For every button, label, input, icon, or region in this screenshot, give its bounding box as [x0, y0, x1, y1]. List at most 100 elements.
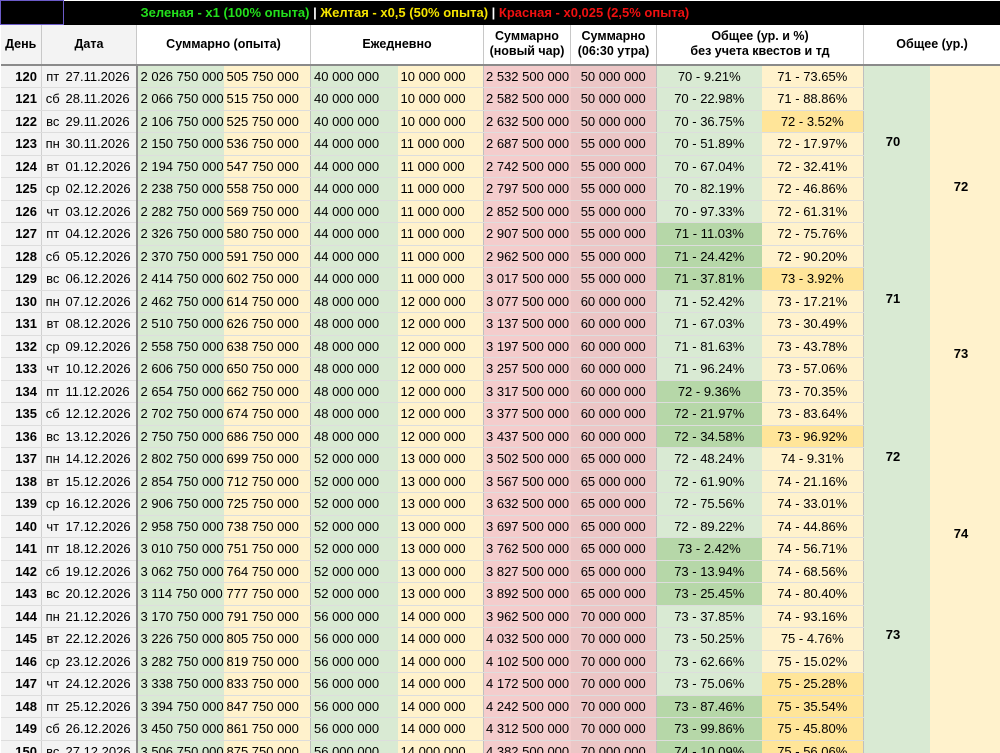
daily-green-cell[interactable]: 44 000 000 — [310, 132, 398, 156]
sum-morning-cell[interactable]: 70 000 000 — [570, 627, 657, 651]
daily-yellow-cell[interactable]: 11 000 000 — [397, 155, 484, 178]
overall-level-green-cell[interactable] — [863, 695, 930, 718]
overall-level-yellow-cell[interactable] — [929, 110, 1000, 133]
daily-yellow-cell[interactable]: 11 000 000 — [397, 200, 484, 223]
overall-level-green-cell[interactable] — [863, 515, 930, 538]
daily-yellow-cell[interactable]: 13 000 000 — [397, 582, 484, 606]
overall-pct-yellow-cell[interactable]: 74 - 56.71% — [761, 537, 864, 561]
date-cell[interactable]: 18.12.2026 — [63, 537, 138, 561]
sum-new-char-cell[interactable]: 3 137 500 000 — [483, 312, 571, 336]
daily-green-cell[interactable]: 48 000 000 — [310, 289, 398, 313]
overall-level-yellow-cell[interactable] — [929, 402, 1000, 425]
date-cell[interactable]: 07.12.2026 — [63, 289, 138, 313]
sum-morning-cell[interactable]: 70 000 000 — [570, 717, 657, 741]
daily-yellow-cell[interactable]: 14 000 000 — [397, 717, 484, 741]
weekday-cell[interactable]: ср — [41, 177, 64, 201]
sum-yellow-cell[interactable]: 712 750 000 — [223, 470, 311, 493]
sum-yellow-cell[interactable]: 558 750 000 — [223, 177, 311, 201]
sum-green-cell[interactable]: 2 370 750 000 — [136, 245, 224, 268]
day-cell[interactable]: 137 — [0, 447, 42, 471]
daily-yellow-cell[interactable]: 12 000 000 — [397, 335, 484, 358]
sum-new-char-cell[interactable]: 2 852 500 000 — [483, 200, 571, 223]
overall-level-yellow-cell[interactable] — [929, 650, 1000, 673]
date-cell[interactable]: 11.12.2026 — [63, 380, 138, 403]
overall-pct-yellow-cell[interactable]: 72 - 90.20% — [761, 245, 864, 268]
overall-level-yellow-cell[interactable] — [929, 380, 1000, 403]
date-cell[interactable]: 28.11.2026 — [63, 87, 138, 111]
daily-green-cell[interactable]: 52 000 000 — [310, 560, 398, 583]
weekday-cell[interactable]: вт — [41, 155, 64, 178]
date-cell[interactable]: 27.12.2026 — [63, 740, 138, 753]
sum-green-cell[interactable]: 2 150 750 000 — [136, 132, 224, 156]
date-cell[interactable]: 22.12.2026 — [63, 627, 138, 651]
sum-new-char-cell[interactable]: 3 437 500 000 — [483, 425, 571, 448]
overall-pct-yellow-cell[interactable]: 73 - 70.35% — [761, 380, 864, 403]
overall-pct-yellow-cell[interactable]: 74 - 44.86% — [761, 515, 864, 538]
overall-level-green-cell[interactable] — [863, 222, 930, 245]
day-cell[interactable]: 142 — [0, 560, 42, 583]
daily-green-cell[interactable]: 44 000 000 — [310, 222, 398, 246]
sum-morning-cell[interactable]: 65 000 000 — [570, 470, 657, 493]
overall-pct-yellow-cell[interactable]: 74 - 21.16% — [761, 470, 864, 493]
sum-yellow-cell[interactable]: 638 750 000 — [223, 335, 311, 358]
sum-yellow-cell[interactable]: 580 750 000 — [223, 222, 311, 246]
sum-morning-cell[interactable]: 60 000 000 — [570, 380, 657, 403]
overall-level-green-cell[interactable] — [863, 200, 930, 223]
weekday-cell[interactable]: чт — [41, 357, 64, 381]
daily-yellow-cell[interactable]: 10 000 000 — [397, 87, 484, 111]
sum-yellow-cell[interactable]: 819 750 000 — [223, 650, 311, 673]
sum-yellow-cell[interactable]: 875 750 000 — [223, 740, 311, 753]
sum-yellow-cell[interactable]: 791 750 000 — [223, 604, 311, 628]
daily-yellow-cell[interactable]: 11 000 000 — [397, 267, 484, 291]
overall-pct-yellow-cell[interactable]: 73 - 17.21% — [761, 289, 864, 313]
daily-green-cell[interactable]: 52 000 000 — [310, 492, 398, 516]
daily-yellow-cell[interactable]: 10 000 000 — [397, 110, 484, 133]
sum-yellow-cell[interactable]: 861 750 000 — [223, 717, 311, 741]
daily-green-cell[interactable]: 48 000 000 — [310, 380, 398, 403]
sum-green-cell[interactable]: 2 462 750 000 — [136, 289, 224, 313]
sum-green-cell[interactable]: 2 558 750 000 — [136, 335, 224, 358]
overall-pct-yellow-cell[interactable]: 75 - 56.06% — [761, 740, 864, 753]
sum-morning-cell[interactable]: 70 000 000 — [570, 740, 657, 753]
sum-green-cell[interactable]: 2 414 750 000 — [136, 267, 224, 291]
overall-pct-green-cell[interactable]: 70 - 67.04% — [656, 155, 762, 178]
sum-green-cell[interactable]: 2 194 750 000 — [136, 155, 224, 178]
overall-level-green-cell[interactable] — [863, 312, 930, 335]
overall-pct-green-cell[interactable]: 70 - 97.33% — [656, 200, 762, 223]
day-cell[interactable]: 132 — [0, 335, 42, 358]
sum-yellow-cell[interactable]: 591 750 000 — [223, 245, 311, 268]
sum-green-cell[interactable]: 2 282 750 000 — [136, 200, 224, 223]
sum-yellow-cell[interactable]: 764 750 000 — [223, 560, 311, 583]
day-cell[interactable]: 149 — [0, 717, 42, 741]
overall-level-yellow-cell[interactable] — [929, 335, 1000, 358]
date-cell[interactable]: 19.12.2026 — [63, 560, 138, 583]
sum-yellow-cell[interactable]: 536 750 000 — [223, 132, 311, 156]
sum-yellow-cell[interactable]: 515 750 000 — [223, 87, 311, 111]
sum-new-char-cell[interactable]: 3 892 500 000 — [483, 582, 571, 606]
overall-pct-green-cell[interactable]: 72 - 34.58% — [656, 425, 762, 448]
sum-yellow-cell[interactable]: 833 750 000 — [223, 672, 311, 696]
overall-pct-yellow-cell[interactable]: 72 - 46.86% — [761, 177, 864, 201]
overall-level-green-cell[interactable] — [863, 177, 930, 200]
day-cell[interactable]: 131 — [0, 312, 42, 336]
sum-morning-cell[interactable]: 70 000 000 — [570, 650, 657, 673]
sum-new-char-cell[interactable]: 2 582 500 000 — [483, 87, 571, 111]
overall-level-yellow-cell[interactable] — [929, 515, 1000, 538]
date-cell[interactable]: 02.12.2026 — [63, 177, 138, 201]
overall-pct-yellow-cell[interactable]: 72 - 17.97% — [761, 132, 864, 156]
overall-pct-yellow-cell[interactable]: 73 - 30.49% — [761, 312, 864, 336]
weekday-cell[interactable]: пт — [41, 64, 64, 88]
header-daily[interactable]: Ежедневно — [310, 24, 484, 66]
day-cell[interactable]: 147 — [0, 672, 42, 696]
overall-pct-green-cell[interactable]: 71 - 24.42% — [656, 245, 762, 268]
sum-yellow-cell[interactable]: 738 750 000 — [223, 515, 311, 538]
overall-level-green-cell[interactable] — [863, 380, 930, 403]
sum-yellow-cell[interactable]: 650 750 000 — [223, 357, 311, 381]
weekday-cell[interactable]: ср — [41, 335, 64, 358]
overall-level-yellow-cell[interactable] — [929, 357, 1000, 380]
day-cell[interactable]: 130 — [0, 289, 42, 313]
sum-yellow-cell[interactable]: 614 750 000 — [223, 289, 311, 313]
overall-pct-green-cell[interactable]: 73 - 37.85% — [656, 604, 762, 628]
overall-pct-green-cell[interactable]: 72 - 89.22% — [656, 515, 762, 538]
sum-yellow-cell[interactable]: 847 750 000 — [223, 695, 311, 718]
